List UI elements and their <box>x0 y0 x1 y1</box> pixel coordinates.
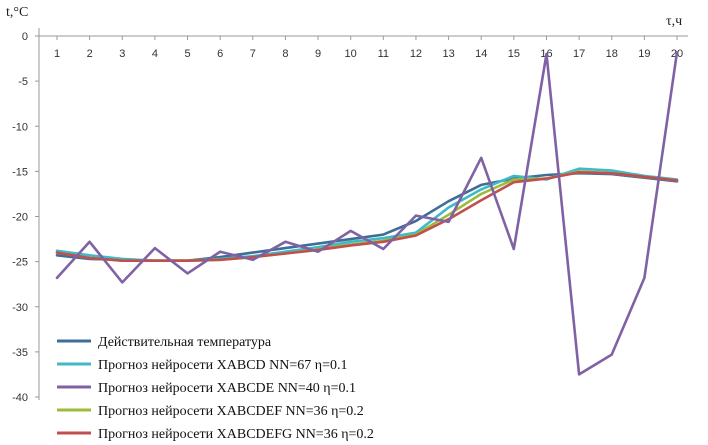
y-tick-label: -5 <box>18 76 28 88</box>
x-tick-label: 15 <box>508 48 520 60</box>
y-tick-label: -15 <box>12 166 28 178</box>
x-tick-label: 14 <box>475 48 487 60</box>
x-tick-label: 3 <box>119 48 125 60</box>
series-layer <box>55 50 679 376</box>
legend-label-4: Прогноз нейросети XABCDEF NN=36 η=0.2 <box>98 404 364 419</box>
x-tick-label: 1 <box>54 48 60 60</box>
x-tick-label: 11 <box>378 48 389 60</box>
x-tick-label: 10 <box>345 48 357 60</box>
x-tick-label: 18 <box>606 48 618 60</box>
y-tick-label: -30 <box>12 302 28 314</box>
series-line-4 <box>55 170 679 263</box>
x-tick-label: 17 <box>573 48 585 60</box>
legend-label-3: Прогноз нейросети XABCDE NN=40 η=0.1 <box>98 381 356 396</box>
x-tick-label: 5 <box>184 48 190 60</box>
x-tick-label: 2 <box>87 48 93 60</box>
legend-label-1: Действительная температура <box>98 335 272 350</box>
y-tick-label: -25 <box>12 257 28 269</box>
y-axis-title: t,°C <box>6 5 28 20</box>
x-tick-label: 8 <box>282 48 288 60</box>
x-tick-label: 12 <box>410 48 422 60</box>
series-line-5 <box>55 171 679 263</box>
y-tick-label: -35 <box>12 347 28 359</box>
x-tick-label: 19 <box>638 48 650 60</box>
y-tick-label: -20 <box>12 212 28 224</box>
x-tick-label: 6 <box>217 48 223 60</box>
x-tick-label: 13 <box>442 48 454 60</box>
legend-label-2: Прогноз нейросети XABCD NN=67 η=0.1 <box>98 358 347 373</box>
series-line-2 <box>55 167 679 263</box>
series-line-3 <box>55 50 679 376</box>
series-line-1 <box>55 171 679 263</box>
axes: 0-5-10-15-20-25-30-35-401 2 3 4 5 6 7 8 9 10 11 12 1… <box>12 28 688 404</box>
x-tick-label: 9 <box>315 48 321 60</box>
y-tick-label: -40 <box>12 392 28 404</box>
legend-label-5: Прогноз нейросети XABCDEFG NN=36 η=0.2 <box>98 427 374 442</box>
y-tick-label: -10 <box>12 121 28 133</box>
x-axis-title: τ,ч <box>666 14 682 29</box>
y-tick-label: 0 <box>22 31 28 43</box>
x-tick-label: 7 <box>250 48 256 60</box>
legend: Действительная температура Прогноз нейрос… <box>57 335 374 442</box>
x-tick-label: 4 <box>152 48 158 60</box>
